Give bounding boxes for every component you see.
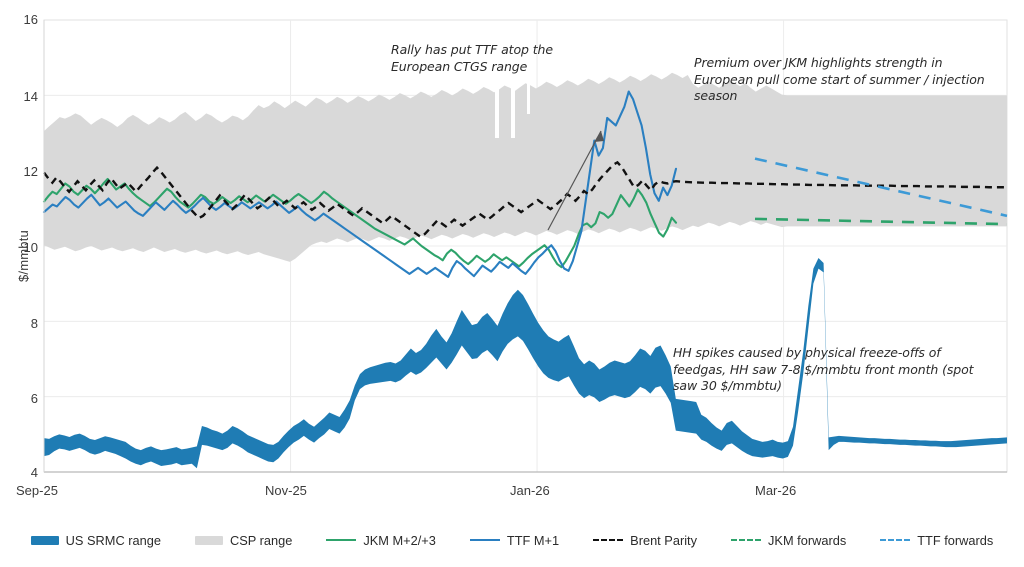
legend-item-jkm-forwards[interactable]: JKM forwards [731, 533, 846, 548]
legend-label-csp-range: CSP range [229, 532, 293, 548]
series-jkm-forwards [754, 217, 1008, 226]
y-tick-12: 12 [23, 164, 38, 179]
legend-swatch-ttf [469, 539, 500, 541]
legend-label-jkm-forwards: JKM forwards [768, 532, 847, 548]
x-tick-mar26: Mar-26 [755, 483, 797, 498]
legend-item-brent-parity[interactable]: Brent Parity [593, 533, 697, 548]
legend-item-us-srmc-range[interactable]: US SRMC range [30, 532, 161, 548]
series-us-srmc-range [44, 258, 1007, 469]
series-jkm-m2-m3 [42, 177, 678, 269]
annotation-hh-line-1: HH spikes caused by physical freeze-offs… [673, 345, 941, 360]
series-ttf-forwards [754, 157, 1008, 218]
series-ttf-m1 [42, 90, 678, 278]
x-tick-jan26: Jan-26 [510, 483, 550, 498]
legend-item-csp-range[interactable]: CSP range [194, 532, 293, 548]
chart-legend: US SRMC range CSP range JKM M+2/+3 TTF M… [0, 524, 1024, 556]
legend-swatch-csp-range [194, 535, 223, 545]
y-tick-16: 16 [23, 12, 38, 27]
y-tick-10: 10 [23, 240, 38, 255]
series-brent-parity [43, 160, 1007, 239]
y-tick-4: 4 [30, 465, 38, 480]
legend-swatch-ttf-forwards [880, 539, 911, 541]
annotation-hh-line-3: saw 30 $/mmbtu) [673, 378, 782, 393]
legend-label-ttf: TTF M+1 [506, 532, 560, 548]
legend-label-jkm: JKM M+2/+3 [363, 532, 436, 548]
legend-swatch-jkm [326, 539, 357, 541]
annotation-hh-line-2: feedgas, HH saw 7-8 $/mmbtu front month … [673, 361, 974, 377]
csp-notch-2 [527, 74, 530, 114]
csp-notch-0 [495, 78, 499, 138]
y-tick-14: 14 [23, 89, 38, 104]
annotation-arrow [547, 130, 602, 231]
y-tick-8: 8 [30, 316, 38, 331]
x-tick-nov25: Nov-25 [265, 483, 307, 498]
annotation-rally: Rally has put TTF atop the European CTGS… [391, 42, 591, 75]
annotation-premium-line-2: European pull come start of summer / inj… [694, 71, 985, 87]
legend-swatch-us-srmc-range [30, 535, 59, 545]
annotation-premium-line-1: Premium over JKM highlights strength in [694, 55, 943, 70]
legend-label-ttf-forwards: TTF forwards [917, 532, 994, 548]
annotation-arrow-head [594, 131, 604, 142]
legend-item-ttf-forwards[interactable]: TTF forwards [880, 533, 993, 548]
annotation-rally-line-2: European CTGS range [391, 58, 528, 74]
legend-item-jkm[interactable]: JKM M+2/+3 [326, 533, 436, 548]
annotation-rally-line-1: Rally has put TTF atop the [391, 42, 553, 57]
annotation-premium: Premium over JKM highlights strength in … [694, 55, 994, 105]
legend-swatch-brent-parity [593, 539, 624, 541]
legend-label-us-srmc-range: US SRMC range [65, 532, 161, 548]
annotation-hh: HH spikes caused by physical freeze-offs… [673, 345, 993, 395]
x-tick-sep25: Sep-25 [16, 483, 58, 498]
legend-item-ttf[interactable]: TTF M+1 [469, 532, 560, 548]
annotation-premium-line-3: season [694, 88, 738, 103]
legend-label-brent-parity: Brent Parity [630, 532, 698, 548]
legend-swatch-jkm-forwards [731, 539, 762, 541]
csp-notch-1 [511, 80, 515, 138]
series-csp-range [44, 72, 1007, 262]
y-tick-6: 6 [30, 391, 38, 406]
